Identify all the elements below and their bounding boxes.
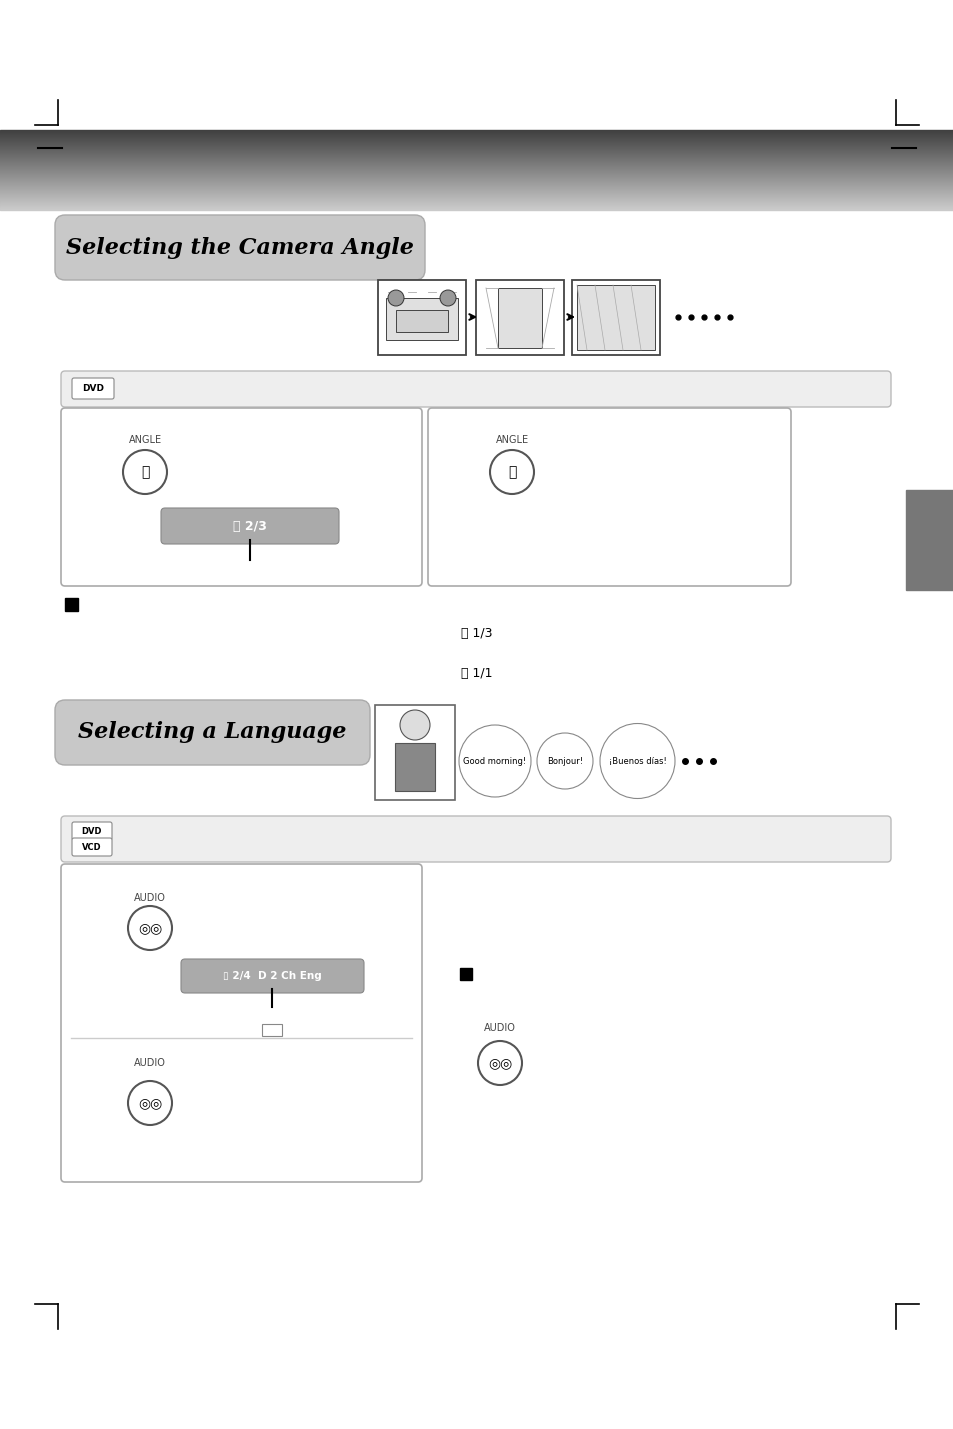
Circle shape <box>128 1080 172 1125</box>
Text: AUDIO: AUDIO <box>134 893 166 903</box>
Bar <box>262 1025 282 1036</box>
Text: ▯ 2/4  D 2 Ch Eng: ▯ 2/4 D 2 Ch Eng <box>223 970 321 980</box>
Text: DVD: DVD <box>82 384 104 393</box>
Text: Bonjour!: Bonjour! <box>546 756 582 766</box>
Circle shape <box>599 723 675 799</box>
Bar <box>497 289 541 349</box>
FancyBboxPatch shape <box>71 837 112 856</box>
Circle shape <box>458 725 531 797</box>
FancyBboxPatch shape <box>161 507 338 544</box>
Text: Selecting a Language: Selecting a Language <box>78 722 346 743</box>
FancyBboxPatch shape <box>71 379 113 399</box>
Bar <box>377 280 465 354</box>
Circle shape <box>439 290 456 306</box>
Text: Good morning!: Good morning! <box>463 756 526 766</box>
Text: 📷: 📷 <box>507 464 516 479</box>
FancyBboxPatch shape <box>61 372 890 407</box>
Text: DVD: DVD <box>82 826 102 836</box>
Circle shape <box>399 710 430 740</box>
Circle shape <box>490 450 534 494</box>
Text: AUDIO: AUDIO <box>483 1023 516 1033</box>
FancyBboxPatch shape <box>428 409 790 586</box>
Bar <box>395 310 448 332</box>
Text: 📷: 📷 <box>141 464 149 479</box>
Bar <box>65 597 78 612</box>
Text: ANGLE: ANGLE <box>129 434 161 444</box>
Circle shape <box>128 906 172 950</box>
Bar <box>386 299 457 340</box>
Bar <box>395 743 435 792</box>
Circle shape <box>477 1040 521 1085</box>
Text: 📷 2/3: 📷 2/3 <box>233 520 267 533</box>
Text: ANGLE: ANGLE <box>495 434 528 444</box>
FancyBboxPatch shape <box>55 214 424 280</box>
Text: ◎◎: ◎◎ <box>138 922 162 935</box>
Polygon shape <box>577 284 655 350</box>
Circle shape <box>537 733 593 789</box>
Bar <box>572 280 659 354</box>
FancyBboxPatch shape <box>61 409 421 586</box>
Text: VCD: VCD <box>82 843 102 852</box>
Text: ◎◎: ◎◎ <box>138 1096 162 1110</box>
Circle shape <box>123 450 167 494</box>
FancyBboxPatch shape <box>71 822 112 840</box>
Bar <box>476 280 563 354</box>
Text: AUDIO: AUDIO <box>134 1057 166 1067</box>
FancyBboxPatch shape <box>181 959 364 993</box>
Text: Selecting the Camera Angle: Selecting the Camera Angle <box>66 237 414 259</box>
Text: ¡Buenos días!: ¡Buenos días! <box>608 756 666 766</box>
Bar <box>459 967 472 980</box>
Text: 📷 1/3: 📷 1/3 <box>460 626 493 640</box>
FancyBboxPatch shape <box>61 816 890 862</box>
FancyBboxPatch shape <box>61 865 421 1182</box>
Bar <box>905 490 953 590</box>
Text: 📷 1/1: 📷 1/1 <box>460 666 493 680</box>
Text: ◎◎: ◎◎ <box>487 1056 512 1070</box>
Bar <box>375 704 455 800</box>
Circle shape <box>388 290 403 306</box>
FancyBboxPatch shape <box>55 700 370 765</box>
